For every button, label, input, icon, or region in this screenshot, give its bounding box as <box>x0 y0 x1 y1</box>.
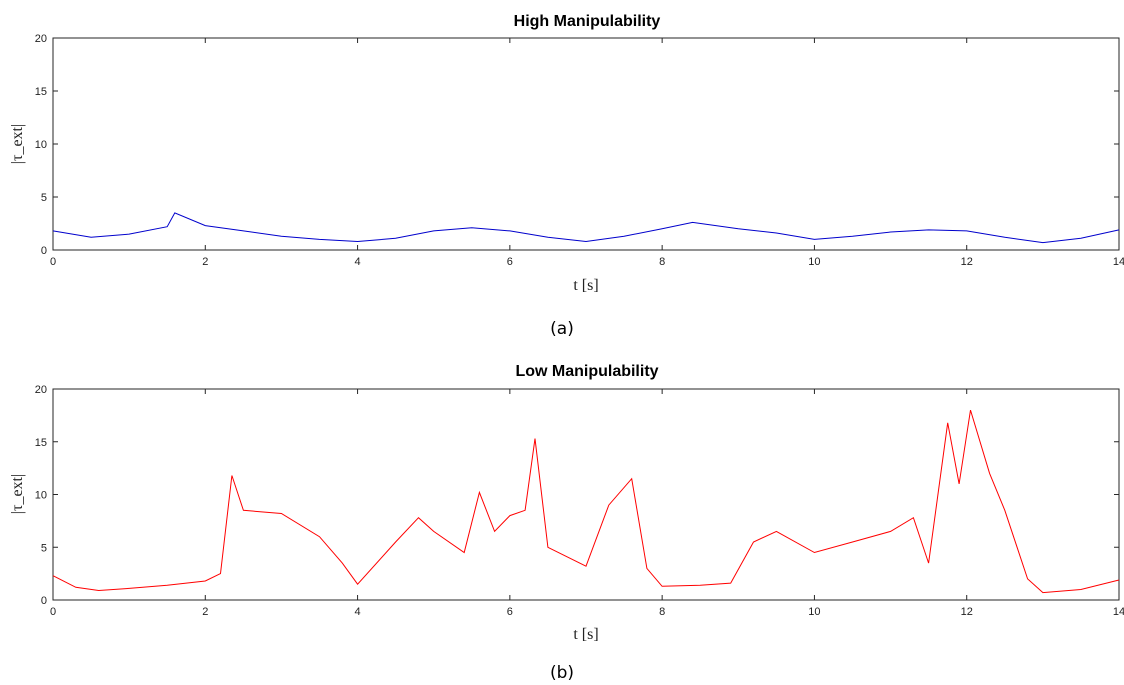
y-tick-label: 20 <box>35 384 47 396</box>
x-tick-label: 8 <box>659 256 665 268</box>
x-axis: 0 2 4 6 8 10 12 14 <box>50 38 1124 268</box>
y-tick-label: 10 <box>35 139 47 151</box>
x-axis-label: t [s] <box>573 626 598 643</box>
x-tick-label: 0 <box>50 606 56 618</box>
y-tick-label: 15 <box>35 86 47 98</box>
plot-area-frame <box>52 37 1120 251</box>
chart-title: High Manipulability <box>514 13 661 30</box>
y-axis: 0 5 10 15 20 <box>35 384 1119 607</box>
caption-b: (b) <box>550 663 574 683</box>
x-tick-label: 4 <box>355 606 361 618</box>
x-tick-label: 10 <box>808 256 820 268</box>
y-axis-label: |τ_ext| <box>9 124 26 164</box>
series-line-high-manipulability <box>52 212 1120 244</box>
x-tick-label: 10 <box>808 606 820 618</box>
x-tick-label: 14 <box>1113 606 1124 618</box>
chart-title: Low Manipulability <box>515 363 658 380</box>
y-tick-label: 0 <box>41 245 47 257</box>
y-axis-label: |τ_ext| <box>9 474 26 514</box>
x-axis-label: t [s] <box>573 277 598 294</box>
x-tick-label: 0 <box>50 256 56 268</box>
plot-area-frame <box>52 388 1120 601</box>
x-tick-label: 12 <box>961 606 973 618</box>
caption-a: (a) <box>550 319 574 339</box>
x-tick-label: 14 <box>1113 256 1124 268</box>
chart-panel-low-manipulability: Low Manipulability 0 2 4 6 8 10 12 14 05101520 … <box>9 363 1124 683</box>
x-tick-label: 6 <box>507 606 513 618</box>
y-axis: 0 5 10 15 20 <box>35 33 1119 257</box>
y-tick-label: 20 <box>35 33 47 45</box>
x-tick-label: 2 <box>202 256 208 268</box>
x-tick-label: 6 <box>507 256 513 268</box>
y-tick-label: 5 <box>41 542 47 554</box>
x-tick-label: 2 <box>202 606 208 618</box>
y-tick-label: 15 <box>35 437 47 449</box>
x-tick-label: 8 <box>659 606 665 618</box>
x-tick-label: 4 <box>355 256 361 268</box>
y-tick-label: 5 <box>41 192 47 204</box>
x-tick-label: 12 <box>961 256 973 268</box>
y-tick-label: 0 <box>41 595 47 607</box>
chart-panel-high-manipulability: High Manipulability 0 2 4 6 8 10 12 14 0 5 10 15 20… <box>9 13 1124 339</box>
y-tick-label: 10 <box>35 490 47 502</box>
series-line-low-manipulability <box>52 409 1120 594</box>
x-axis: 0 2 4 6 8 10 12 14 <box>50 389 1124 618</box>
